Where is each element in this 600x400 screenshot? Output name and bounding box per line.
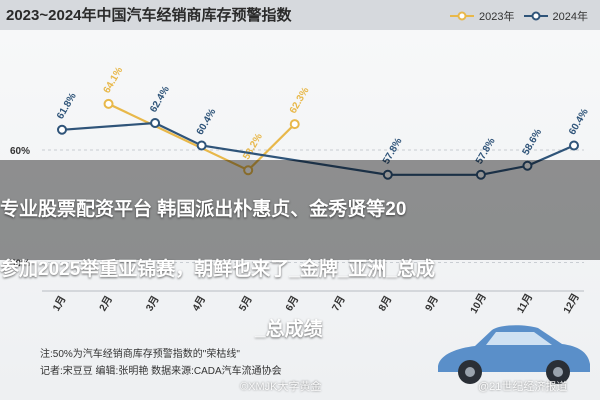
data-point [196, 140, 207, 151]
headline-line-2: 参加2025举重亚锦赛，朝鲜也来了_金牌_亚洲_总成 [0, 259, 435, 280]
headline-text: 专业股票配资平台 韩国派出朴惠贞、金秀贤等20 参加2025举重亚锦赛，朝鲜也来… [0, 165, 600, 375]
legend-item-2024: 2024年 [523, 8, 588, 24]
y-tick-label: 50% [10, 259, 30, 270]
data-label: 62.4% [148, 84, 172, 114]
chart-legend: 2023年 2024年 [449, 8, 588, 24]
data-point [57, 124, 67, 135]
legend-label-2023: 2023年 [479, 11, 515, 23]
footer-note: 注:50%为汽车经销商库存预警指数的"荣枯线" [40, 349, 240, 360]
car-icon [438, 325, 590, 384]
data-point [103, 98, 114, 109]
data-label: 60.4% [567, 107, 591, 137]
data-label: 64.1% [102, 65, 126, 95]
data-label: 58.6% [521, 127, 545, 157]
data-point [475, 169, 486, 180]
headline-line-3: _总成绩 [255, 319, 323, 340]
y-tick-label: 60% [10, 146, 30, 157]
chart-title: 2023~2024年中国汽车经销商库存预警指数 [6, 7, 292, 24]
data-point [289, 119, 300, 130]
chart-footer: 注:50%为汽车经销商库存预警指数的"荣枯线" 记者:宋豆豆 编辑:张明艳 数据… [40, 346, 282, 380]
watermark-right: @21世纪经济报道 [478, 381, 568, 393]
legend-swatch-2023-icon [450, 11, 475, 21]
data-label: 62.3% [288, 85, 312, 115]
headline-overlay [0, 160, 600, 260]
headline-line-1: 专业股票配资平台 韩国派出朴惠贞、金秀贤等20 [0, 199, 407, 220]
data-point [522, 160, 533, 171]
watermark-left: ©XMJK大字黄金 [240, 381, 322, 393]
legend-label-2024: 2024年 [552, 11, 588, 23]
data-point [243, 165, 254, 176]
data-point [382, 169, 393, 180]
chart-header: 2023~2024年中国汽车经销商库存预警指数 2023年 2024年 [0, 0, 600, 30]
legend-item-2023: 2023年 [449, 8, 515, 24]
data-point [569, 140, 579, 151]
legend-swatch-2024-icon [523, 11, 548, 21]
data-label: 60.4% [195, 107, 219, 137]
data-point [150, 118, 161, 128]
data-label: 61.8% [55, 91, 79, 121]
footer-credit: 记者:宋豆豆 编辑:张明艳 数据来源:CADA汽车流通协会 [40, 366, 282, 377]
